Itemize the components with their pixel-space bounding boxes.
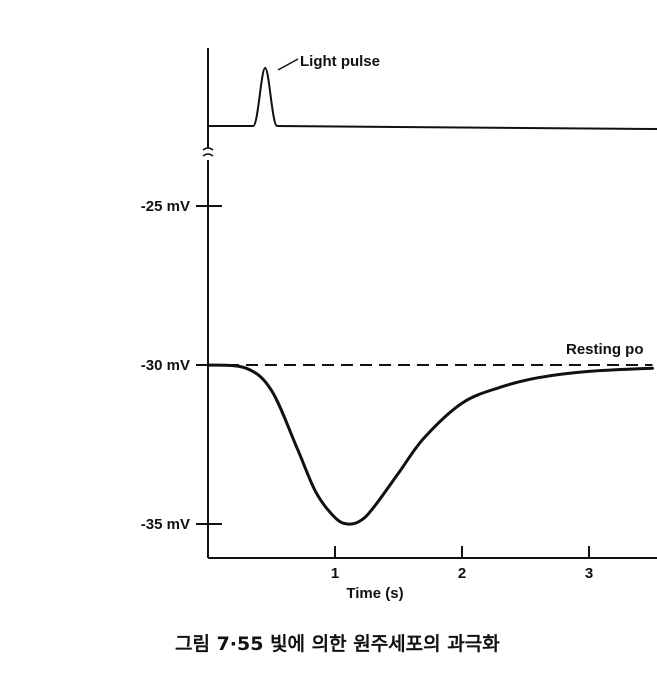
x-tick-label: 1: [331, 565, 339, 582]
y-ticks: -25 mV -30 mV -35 mV: [141, 198, 222, 533]
membrane-response-curve: [206, 363, 654, 526]
resting-potential-label: Resting po: [566, 341, 644, 358]
figure-caption: 그림 7·55 빛에 의한 원주세포의 과극화: [175, 633, 500, 655]
stimulus-trace-group: Light pulse: [207, 48, 657, 148]
light-pulse-leader: [277, 58, 299, 71]
y-tick-label: -25 mV: [141, 198, 190, 215]
light-pulse-label: Light pulse: [300, 53, 380, 70]
light-pulse-trace: [208, 66, 657, 130]
x-ticks: 1 2 3: [331, 546, 593, 582]
y-tick-label: -35 mV: [141, 516, 190, 533]
y-tick-label: -30 mV: [141, 357, 190, 374]
x-tick-label: 2: [458, 565, 466, 582]
axes: [207, 160, 657, 559]
x-tick-label: 3: [585, 565, 593, 582]
axis-break-mark: [202, 147, 214, 157]
x-axis-title: Time (s): [346, 585, 403, 602]
